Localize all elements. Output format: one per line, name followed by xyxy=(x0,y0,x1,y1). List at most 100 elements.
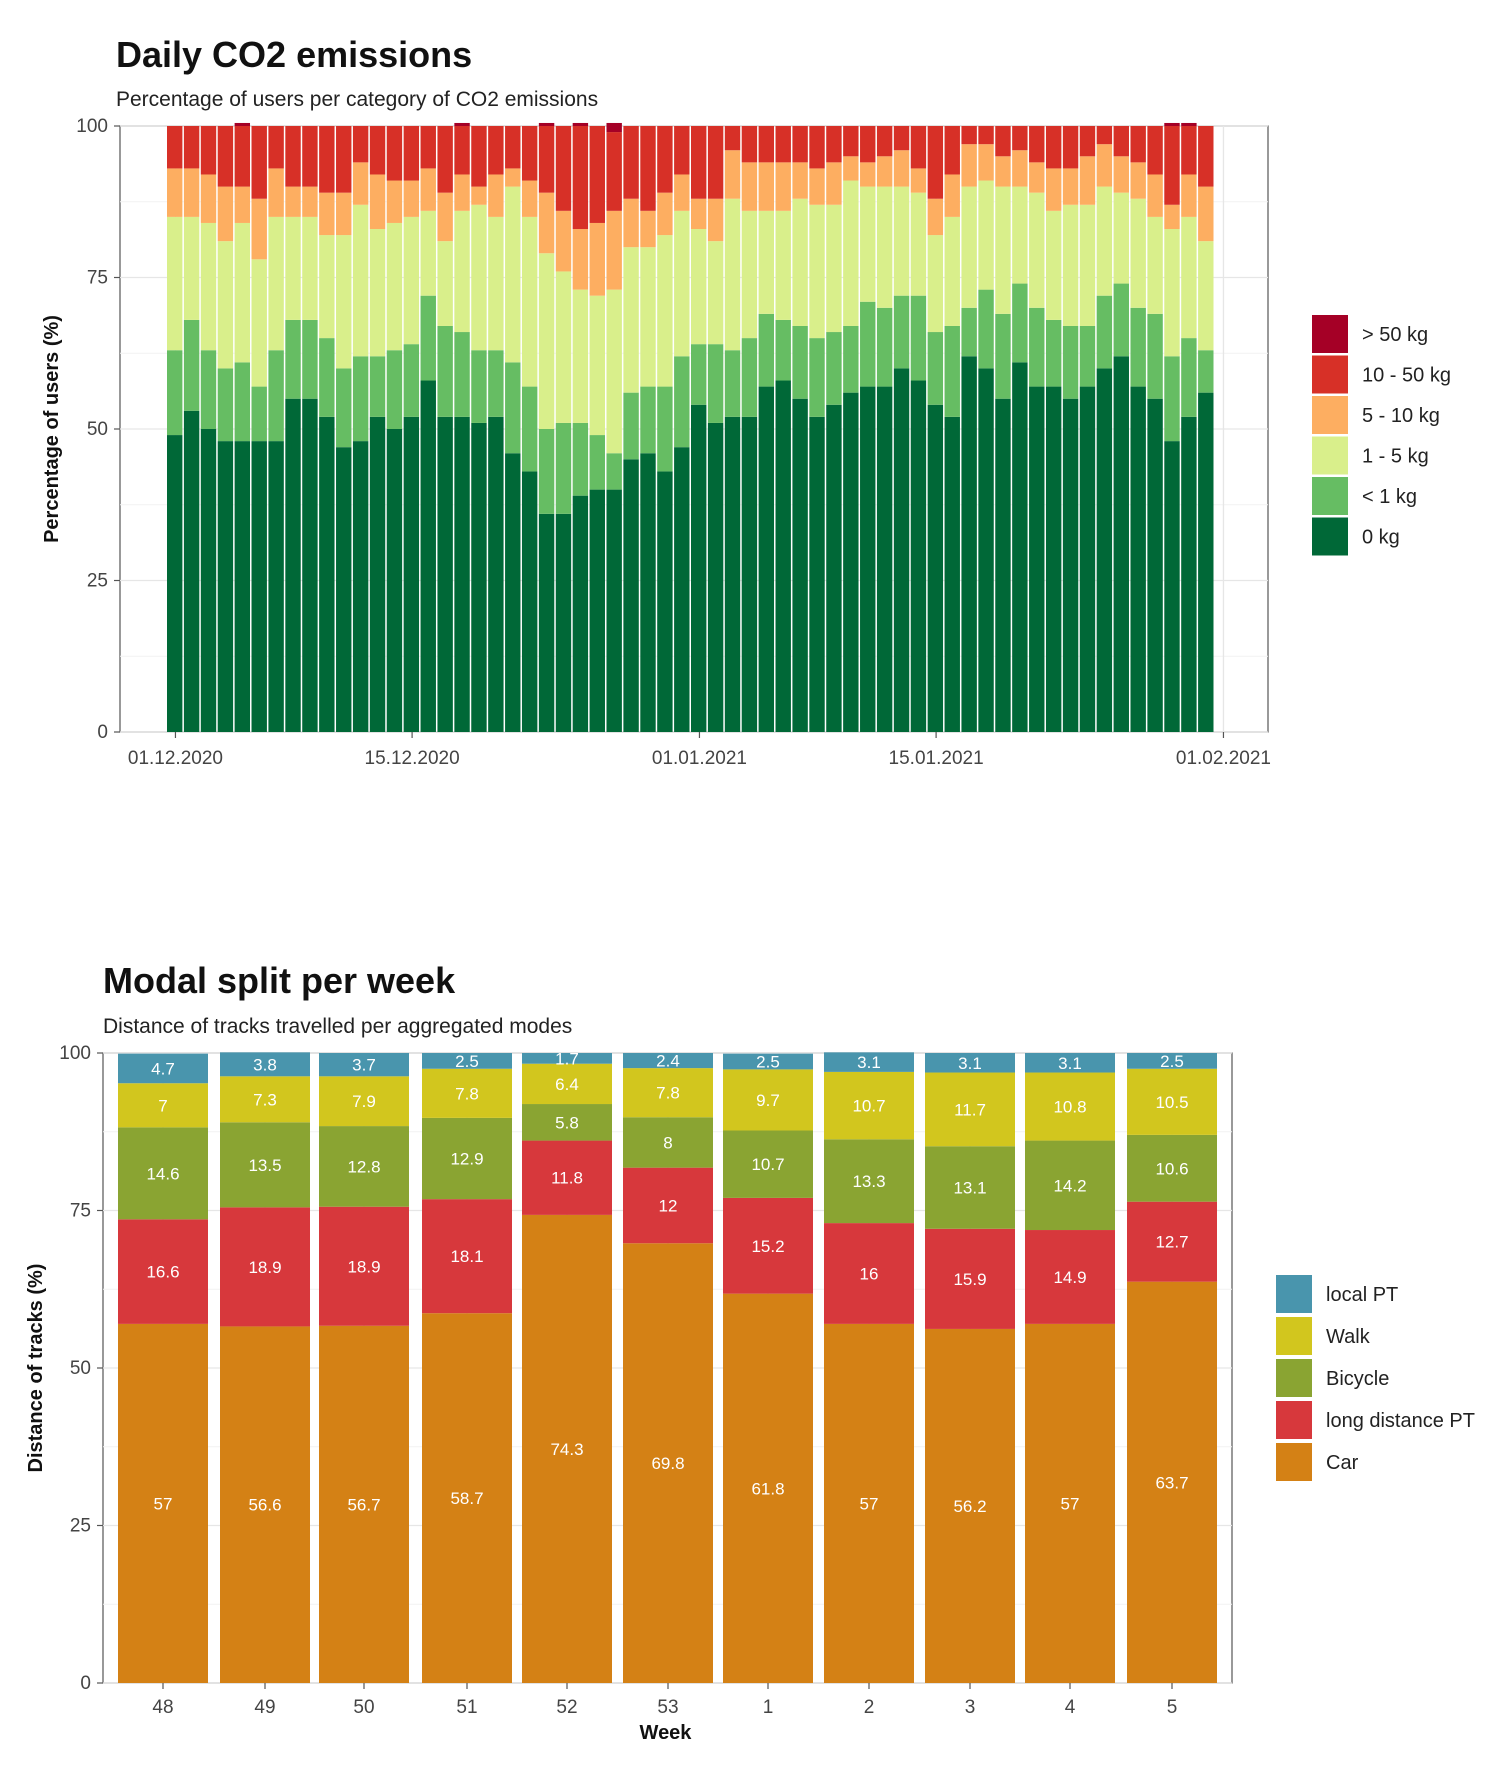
bar-segment xyxy=(555,422,572,514)
bar-segment xyxy=(741,210,758,339)
bar-segment xyxy=(691,126,707,199)
bar-segment xyxy=(572,122,589,126)
bar-segment xyxy=(1029,126,1045,163)
bar-segment xyxy=(403,216,420,345)
bar-segment xyxy=(640,247,656,387)
bar-segment xyxy=(521,180,538,217)
bar-segment xyxy=(1113,156,1129,193)
bar-segment xyxy=(657,471,673,732)
data-label: 57 xyxy=(154,1494,173,1513)
bar-segment xyxy=(521,471,538,732)
bar-segment xyxy=(118,1219,208,1324)
bar-segment xyxy=(606,453,622,490)
bar-segment xyxy=(775,210,791,320)
bar-segment xyxy=(251,386,267,442)
bar-segment xyxy=(995,126,1011,157)
bar-segment xyxy=(234,222,251,363)
bar-segment xyxy=(1113,356,1129,732)
data-label: 10.8 xyxy=(1053,1098,1086,1117)
bar-segment xyxy=(809,204,825,339)
bar-segment xyxy=(589,126,605,223)
bar-segment xyxy=(336,235,352,369)
legend-item-label: local PT xyxy=(1326,1284,1398,1306)
bar-segment xyxy=(995,398,1011,732)
bar-segment xyxy=(336,126,352,193)
bar-segment xyxy=(995,186,1011,314)
bar-segment xyxy=(792,198,808,326)
data-label: 63.7 xyxy=(1155,1473,1188,1492)
x-tick-label: 50 xyxy=(353,1697,374,1718)
bar-segment xyxy=(522,1063,612,1105)
co2-chart-subtitle: Percentage of users per category of CO2 … xyxy=(116,88,599,111)
bar-segment xyxy=(555,126,572,211)
bar-segment xyxy=(758,162,775,211)
bar-segment xyxy=(285,216,301,320)
bar-segment xyxy=(978,144,994,181)
bar-segment xyxy=(623,392,639,460)
bar-segment xyxy=(1079,325,1096,387)
data-label: 56.6 xyxy=(248,1496,281,1515)
y-tick-label: 75 xyxy=(70,1201,91,1222)
bar-segment xyxy=(1062,126,1079,169)
bar-segment xyxy=(893,126,910,151)
bar-segment xyxy=(674,210,690,357)
legend-item-key xyxy=(1276,1275,1312,1313)
bar-segment xyxy=(1029,162,1045,193)
x-tick-label: 15.12.2020 xyxy=(365,748,460,769)
bar-segment xyxy=(200,350,217,429)
bar-segment xyxy=(657,235,673,387)
bar-segment xyxy=(386,126,403,181)
data-label: 58.7 xyxy=(450,1489,483,1508)
bar-segment xyxy=(386,222,403,351)
bar-segment xyxy=(809,416,825,732)
data-label: 11.8 xyxy=(551,1169,583,1188)
bar-segment xyxy=(843,156,859,181)
data-label: 74.3 xyxy=(550,1440,583,1459)
legend-item-label: Car xyxy=(1326,1452,1359,1474)
y-tick-label: 0 xyxy=(80,1673,91,1694)
bar-segment xyxy=(707,344,724,423)
legend-item-key xyxy=(1312,315,1348,353)
x-tick-label: 15.01.2021 xyxy=(889,748,984,769)
bar-segment xyxy=(167,216,183,351)
bar-segment xyxy=(420,168,436,211)
bar-segment xyxy=(1096,144,1113,187)
bar-segment xyxy=(403,344,420,417)
bar-segment xyxy=(1127,1281,1217,1683)
bar-segment xyxy=(471,350,487,423)
data-label: 18.9 xyxy=(347,1257,380,1276)
data-label: 69.8 xyxy=(651,1454,684,1473)
y-tick-label: 25 xyxy=(70,1516,91,1537)
bar-segment xyxy=(826,126,842,163)
data-label: 18.9 xyxy=(248,1258,281,1277)
bar-segment xyxy=(319,235,335,339)
data-label: 5.8 xyxy=(555,1113,579,1132)
bar-segment xyxy=(674,126,690,175)
bar-segment xyxy=(471,422,487,732)
y-tick-label: 50 xyxy=(87,419,108,440)
bar-segment xyxy=(927,198,944,236)
bar-segment xyxy=(488,416,504,732)
bar-segment xyxy=(843,392,859,732)
bar-segment xyxy=(251,126,267,199)
x-tick-label: 01.12.2020 xyxy=(128,748,223,769)
bar-segment xyxy=(606,289,622,454)
bar-segment xyxy=(319,1076,409,1127)
modal-chart-subtitle: Distance of tracks travelled per aggrega… xyxy=(103,1015,573,1038)
bar-segment xyxy=(167,168,183,217)
bar-segment xyxy=(691,404,707,732)
bar-segment xyxy=(454,332,470,417)
bar-segment xyxy=(183,168,200,217)
bar-segment xyxy=(488,126,504,175)
bar-segment xyxy=(538,429,555,514)
legend-item-key xyxy=(1276,1317,1312,1355)
bar-segment xyxy=(200,126,217,175)
bar-segment xyxy=(422,1199,512,1314)
bar-segment xyxy=(1181,338,1197,417)
bar-segment xyxy=(1045,210,1062,320)
bar-segment xyxy=(623,1117,713,1168)
bar-segment xyxy=(944,126,960,175)
bar-segment xyxy=(386,180,403,223)
bar-segment xyxy=(1198,350,1214,393)
data-label: 12.7 xyxy=(1155,1233,1188,1252)
